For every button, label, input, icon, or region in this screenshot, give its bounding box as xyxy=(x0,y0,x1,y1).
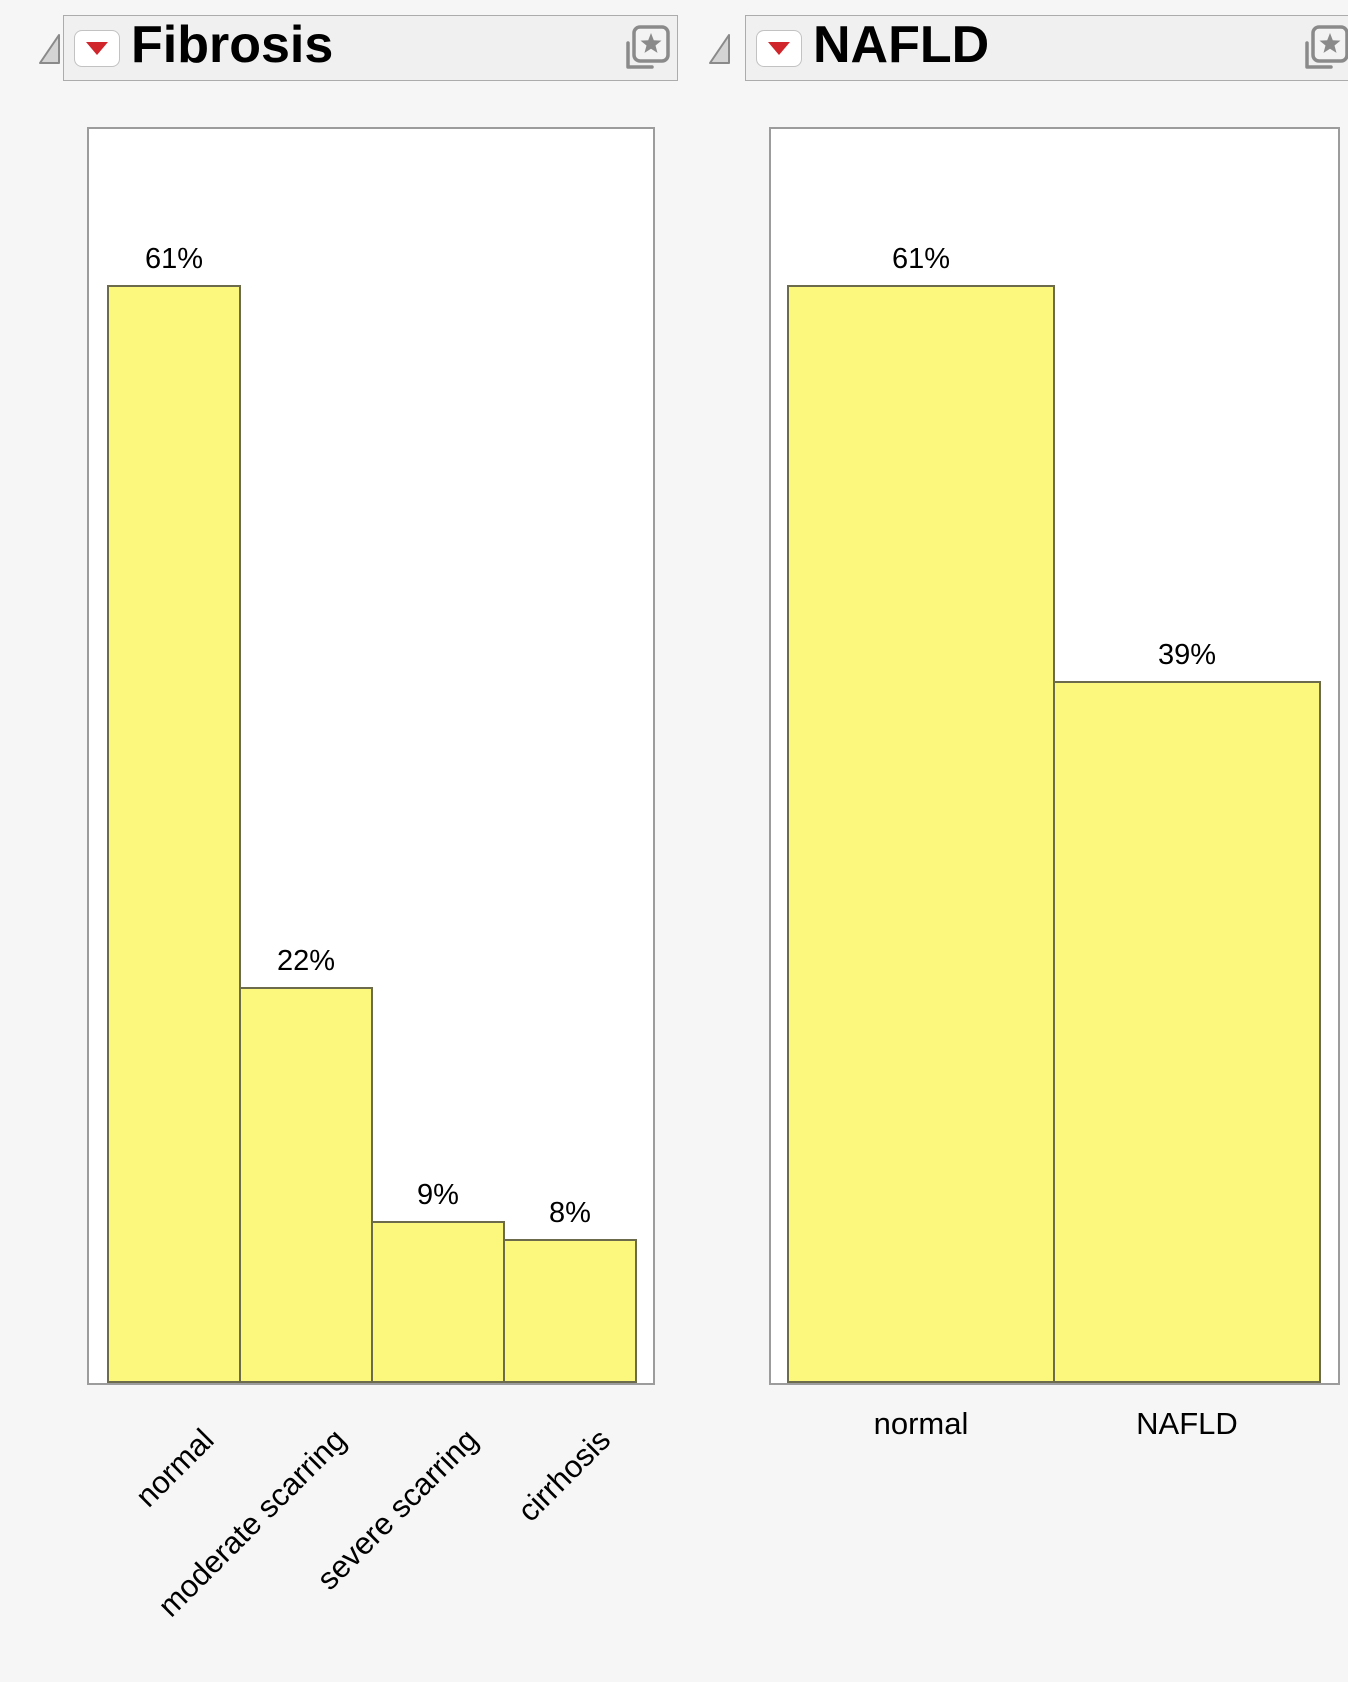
red-triangle-menu-button[interactable] xyxy=(74,29,120,67)
red-triangle-icon xyxy=(768,42,790,55)
red-triangle-menu-button[interactable] xyxy=(756,29,802,67)
panel-title: Fibrosis xyxy=(131,16,334,74)
panel-header-nafld: NAFLD xyxy=(745,15,1348,81)
bar-value-label: 8% xyxy=(549,1197,591,1229)
bar-moderate scarring[interactable] xyxy=(239,987,373,1383)
panel-title: NAFLD xyxy=(813,16,990,74)
axis-category-label: NAFLD xyxy=(1136,1406,1238,1441)
bar-normal[interactable] xyxy=(107,285,241,1383)
axis-category-label: cirrhosis xyxy=(510,1422,617,1529)
bookmark-star-icon[interactable] xyxy=(618,23,672,73)
bar-value-label: 9% xyxy=(417,1179,459,1211)
panel-header-fibrosis: Fibrosis xyxy=(63,15,678,81)
disclosure-triangle-icon[interactable] xyxy=(38,32,62,66)
bar-value-label: 61% xyxy=(891,243,951,275)
histogram-fibrosis: 61% 22% 9% 8% xyxy=(87,127,655,1385)
bar-severe scarring[interactable] xyxy=(371,1221,505,1383)
bookmark-star-icon[interactable] xyxy=(1297,23,1348,73)
disclosure-triangle-icon[interactable] xyxy=(708,32,732,66)
bar-value-label: 22% xyxy=(276,945,336,977)
bar-value-label: 39% xyxy=(1157,639,1217,671)
bar-value-label: 61% xyxy=(144,243,204,275)
histogram-nafld: 61% 39% xyxy=(769,127,1340,1385)
red-triangle-icon xyxy=(86,42,108,55)
axis-category-label: normal xyxy=(873,1406,969,1441)
axis-category-label: normal xyxy=(128,1422,221,1514)
bar-normal[interactable] xyxy=(787,285,1055,1383)
bar-cirrhosis[interactable] xyxy=(503,1239,637,1383)
bar-NAFLD[interactable] xyxy=(1053,681,1321,1383)
